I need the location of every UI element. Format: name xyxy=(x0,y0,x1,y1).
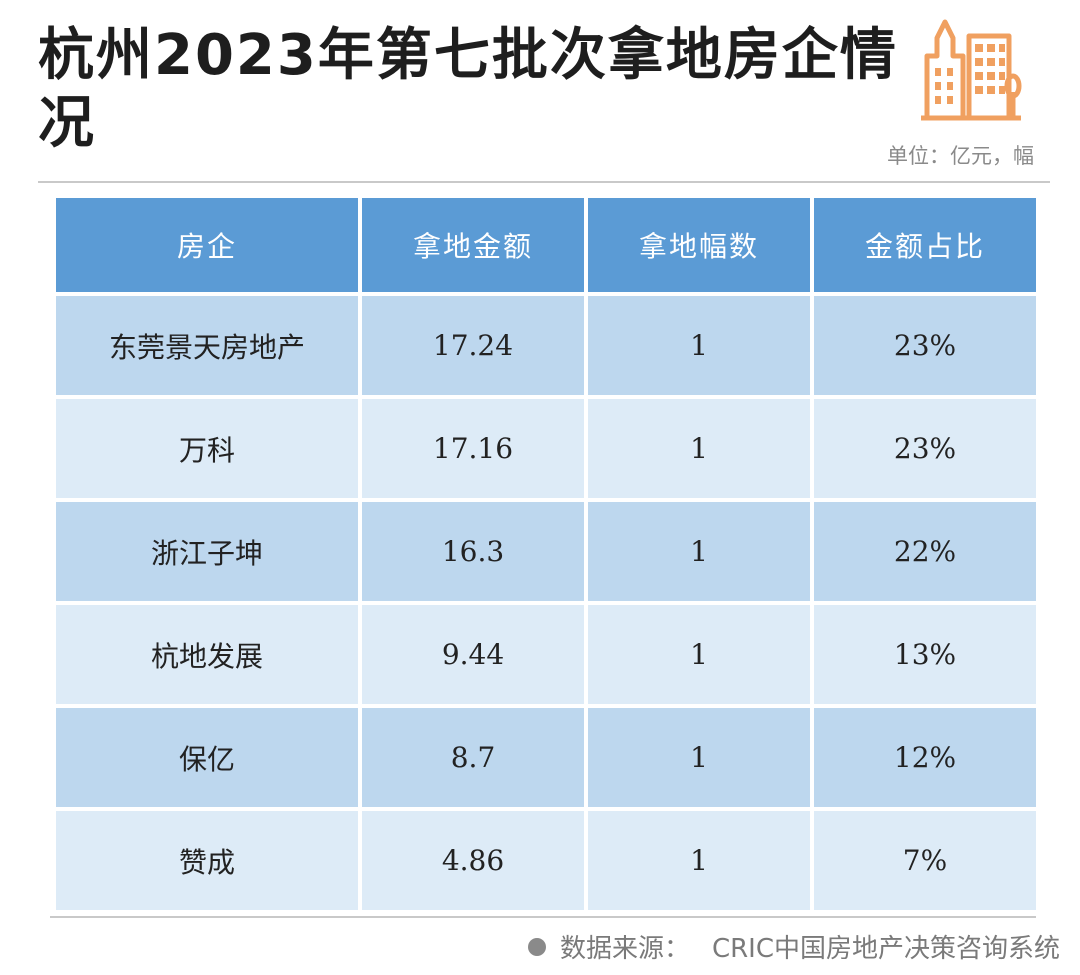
cell-amount: 16.3 xyxy=(362,502,584,601)
cell-developer: 东莞景天房地产 xyxy=(56,296,358,395)
cell-share: 7% xyxy=(814,811,1036,910)
bullet-icon xyxy=(527,937,546,956)
page-title: 杭州2023年第七批次拿地房企情况 xyxy=(38,23,898,156)
table-row: 万科 17.16 1 23% xyxy=(56,399,1036,498)
cell-developer: 杭地发展 xyxy=(56,605,358,704)
cell-plots: 1 xyxy=(588,811,810,910)
table-row: 东莞景天房地产 17.24 1 23% xyxy=(56,296,1036,395)
land-acquisition-table: 房企 拿地金额 拿地幅数 金额占比 东莞景天房地产 17.24 1 23% 万科… xyxy=(52,194,1040,914)
cell-developer: 保亿 xyxy=(56,708,358,807)
divider-top xyxy=(38,181,1050,183)
cell-share: 12% xyxy=(814,708,1036,807)
header-developer: 房企 xyxy=(56,198,358,292)
cell-amount: 17.24 xyxy=(362,296,584,395)
table-row: 赞成 4.86 1 7% xyxy=(56,811,1036,910)
cell-plots: 1 xyxy=(588,399,810,498)
source-label: 数据来源： xyxy=(559,934,690,964)
cell-plots: 1 xyxy=(588,296,810,395)
cell-developer: 万科 xyxy=(56,399,358,498)
cell-share: 23% xyxy=(814,296,1036,395)
cell-amount: 8.7 xyxy=(362,708,584,807)
table-row: 杭地发展 9.44 1 13% xyxy=(56,605,1036,704)
table-row: 保亿 8.7 1 12% xyxy=(56,708,1036,807)
source-value: CRIC中国房地产决策咨询系统 xyxy=(711,934,1060,964)
divider-bottom xyxy=(50,916,1036,918)
cell-amount: 17.16 xyxy=(362,399,584,498)
cell-plots: 1 xyxy=(588,502,810,601)
cell-share: 23% xyxy=(814,399,1036,498)
cell-amount: 4.86 xyxy=(362,811,584,910)
cell-amount: 9.44 xyxy=(362,605,584,704)
data-source: 数据来源： CRIC中国房地产决策咨询系统 xyxy=(527,928,1060,965)
header-amount: 拿地金额 xyxy=(362,198,584,292)
cell-share: 22% xyxy=(814,502,1036,601)
cell-developer: 浙江子坤 xyxy=(56,502,358,601)
header-share: 金额占比 xyxy=(814,198,1036,292)
table-row: 浙江子坤 16.3 1 22% xyxy=(56,502,1036,601)
header-plots: 拿地幅数 xyxy=(588,198,810,292)
table-header-row: 房企 拿地金额 拿地幅数 金额占比 xyxy=(56,198,1036,292)
cell-developer: 赞成 xyxy=(56,811,358,910)
unit-label: 单位：亿元，幅 xyxy=(887,144,1034,168)
cell-plots: 1 xyxy=(588,708,810,807)
buildings-icon xyxy=(921,19,1022,121)
cell-share: 13% xyxy=(814,605,1036,704)
cell-plots: 1 xyxy=(588,605,810,704)
